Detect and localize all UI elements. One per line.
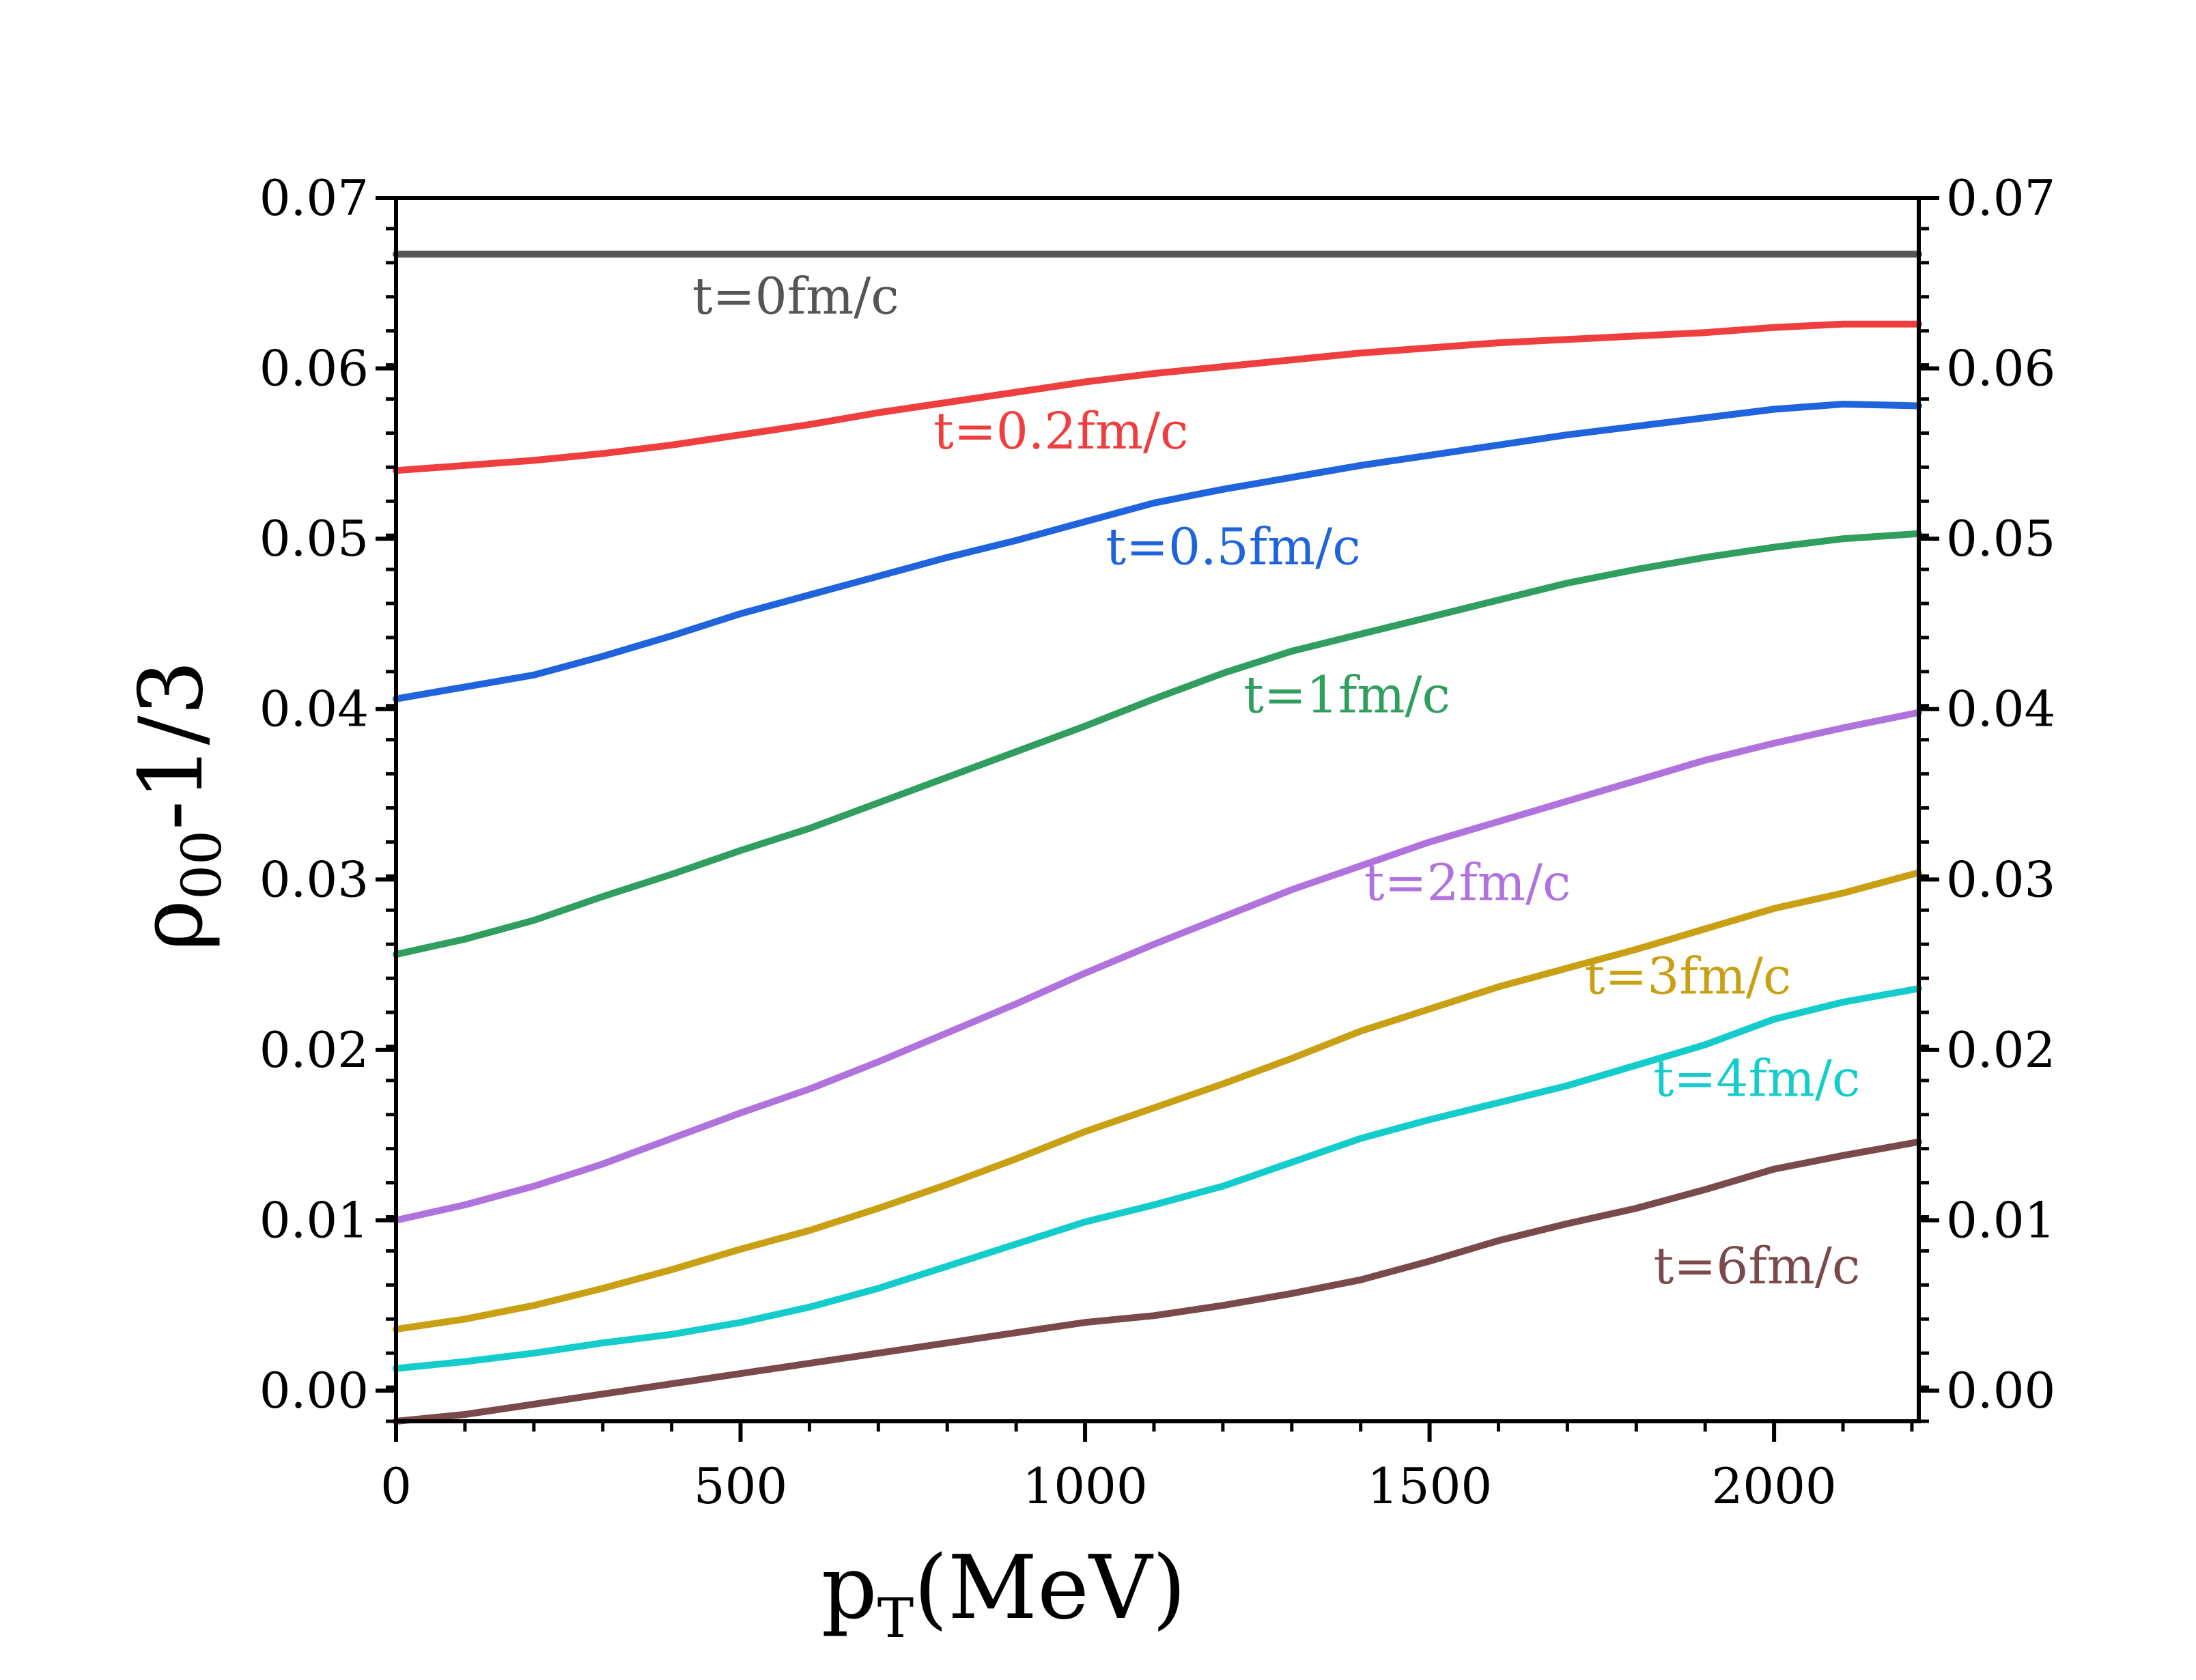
series-label-0: t=0fm/c (692, 268, 899, 326)
y-tick-label-left-1: 0.01 (259, 1191, 369, 1249)
series-line-3 (393, 530, 1922, 958)
y-axis-title: ρ00-1/3 (121, 660, 234, 951)
y-tick-label-left-5: 0.05 (259, 510, 369, 567)
y-tick-label-right-3: 0.03 (1946, 851, 2055, 908)
series-label-6: t=4fm/c (1654, 1049, 1861, 1108)
series-label-2: t=0.5fm/c (1106, 518, 1360, 577)
series-label-4: t=2fm/c (1364, 853, 1571, 912)
y-tick-label-left-4: 0.04 (259, 681, 369, 738)
y-tick-label-right-4: 0.04 (1946, 681, 2055, 738)
series-line-6 (393, 985, 1922, 1372)
series-label-3: t=1fm/c (1243, 666, 1450, 725)
y-tick-label-right-1: 0.01 (1946, 1191, 2055, 1249)
x-tick-label-3: 1500 (1367, 1457, 1492, 1515)
series-line-4 (393, 709, 1922, 1224)
series-label-7: t=6fm/c (1654, 1237, 1861, 1296)
y-axis-title-main: ρ (121, 900, 223, 951)
y-tick-label-right-0: 0.00 (1946, 1362, 2055, 1419)
y-tick-label-left-7: 0.07 (259, 169, 369, 227)
series-line-2 (393, 401, 1922, 702)
y-tick-label-right-2: 0.02 (1946, 1021, 2055, 1079)
y-tick-label-left-2: 0.02 (259, 1021, 369, 1079)
x-tick-label-4: 2000 (1711, 1457, 1836, 1515)
x-tick-label-2: 1000 (1022, 1457, 1147, 1515)
series-line-1 (393, 320, 1922, 474)
label-layer: t=0fm/ct=0.2fm/ct=0.5fm/ct=1fm/ct=2fm/ct… (692, 268, 1860, 1296)
x-axis-title-sub: T (877, 1586, 914, 1650)
y-axis-title-sub: 00 (170, 830, 234, 900)
series-layer (393, 251, 1922, 1425)
x-axis-title-main: p (821, 1537, 877, 1639)
y-axis-title-suffix: -1/3 (121, 660, 223, 830)
y-tick-label-right-6: 0.06 (1946, 340, 2055, 397)
y-tick-label-left-3: 0.03 (259, 851, 369, 908)
y-tick-label-left-0: 0.00 (259, 1362, 369, 1419)
series-line-5 (393, 869, 1922, 1333)
y-tick-label-right-7: 0.07 (1946, 169, 2055, 227)
series-line-7 (393, 1138, 1922, 1425)
x-axis-title: pT(MeV) (821, 1537, 1186, 1650)
series-label-1: t=0.2fm/c (933, 402, 1188, 461)
x-axis-title-suffix: (MeV) (914, 1537, 1186, 1639)
x-tick-label-1: 500 (694, 1457, 787, 1515)
y-tick-label-left-6: 0.06 (259, 340, 369, 397)
y-tick-label-right-5: 0.05 (1946, 510, 2055, 567)
series-label-5: t=3fm/c (1585, 948, 1792, 1006)
axis-layer: 0.00 0.00 0.01 0.01 0.02 0.02 0.03 0.03 0.04 0.04… (259, 169, 2056, 1515)
x-tick-label-0: 0 (380, 1457, 412, 1515)
